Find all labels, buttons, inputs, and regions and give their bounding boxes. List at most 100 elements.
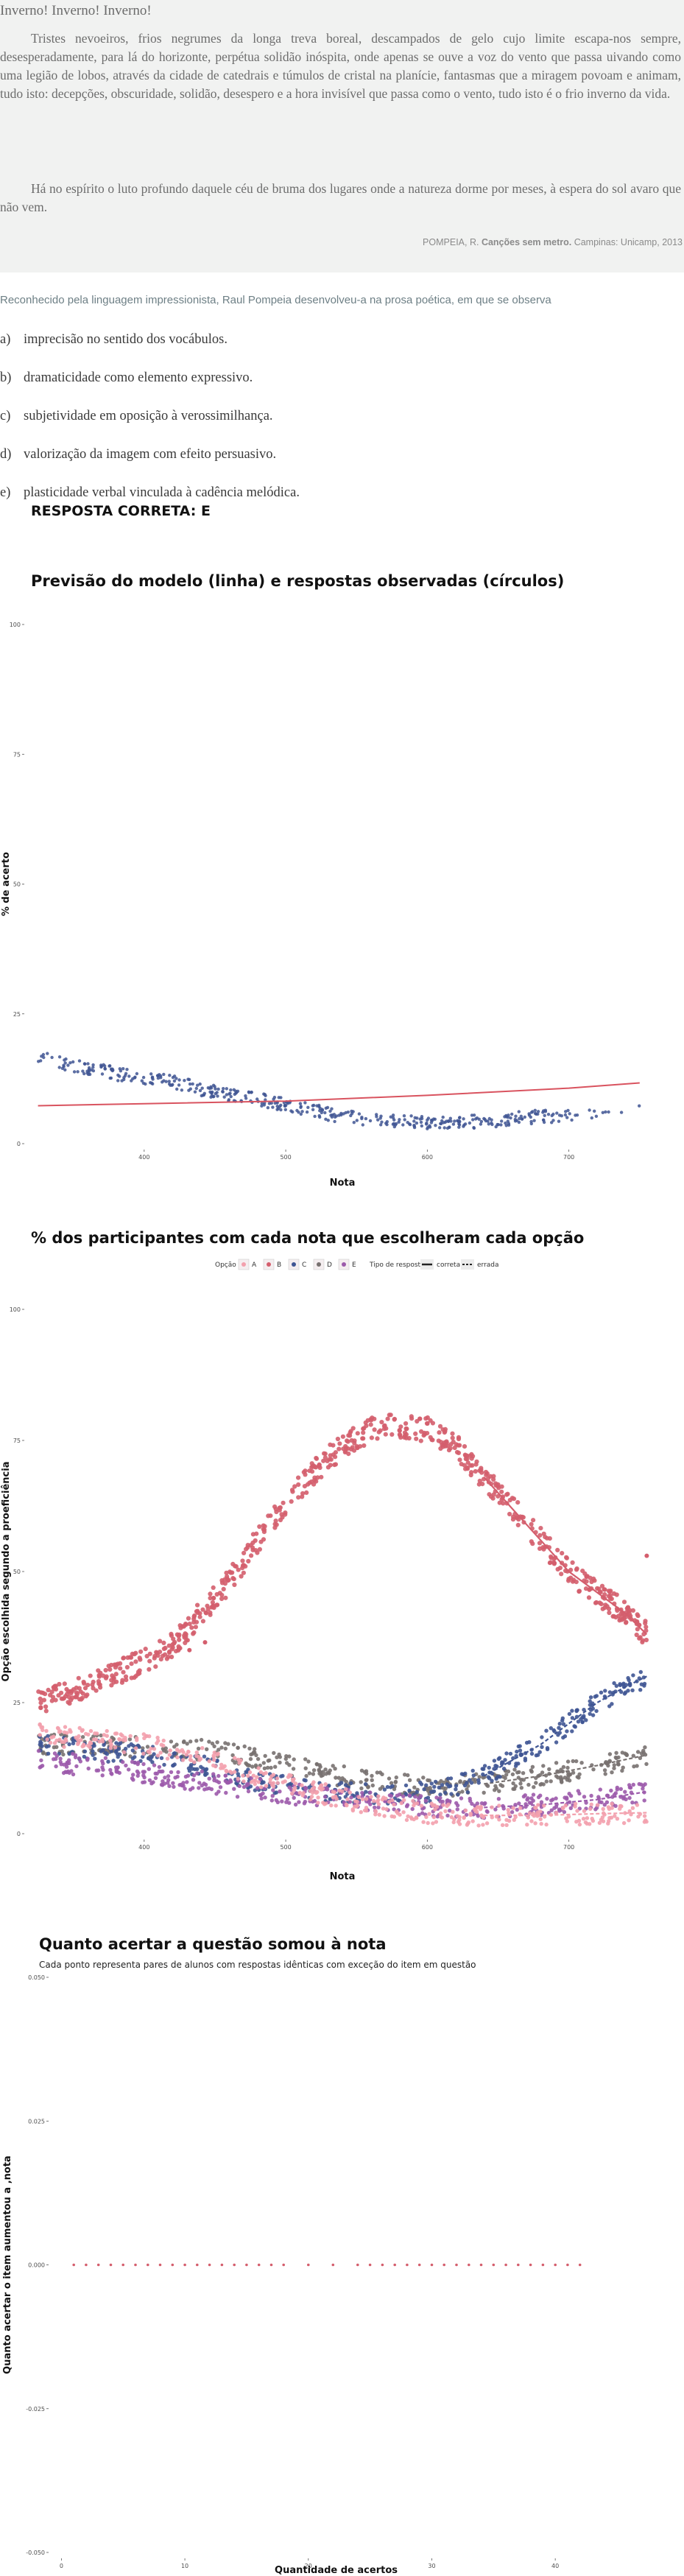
option-d-point bbox=[577, 1772, 582, 1776]
option-a-point bbox=[256, 1780, 261, 1784]
option-a-point bbox=[384, 1796, 388, 1801]
option-a-point bbox=[449, 1815, 454, 1820]
option-e-point bbox=[59, 1762, 64, 1767]
option-a-point bbox=[372, 1799, 376, 1803]
option-e-point bbox=[71, 1772, 76, 1777]
x-tick-label: 40 bbox=[551, 2563, 559, 2569]
option-a-point bbox=[601, 1806, 605, 1812]
option-c-point bbox=[492, 1759, 497, 1763]
option-c-point bbox=[607, 1704, 612, 1708]
observed-point bbox=[222, 1087, 225, 1091]
option-a-point bbox=[207, 1759, 211, 1764]
option-d-point bbox=[403, 1773, 407, 1777]
legend-label-e: E bbox=[352, 1261, 356, 1269]
option-a-point bbox=[589, 1802, 593, 1806]
option-b-point bbox=[486, 1476, 491, 1481]
option-a-point bbox=[353, 1799, 358, 1803]
option-a-point bbox=[229, 1770, 234, 1775]
option-d-point bbox=[285, 1761, 289, 1765]
option-c-point bbox=[498, 1775, 502, 1779]
option-c-point bbox=[631, 1673, 635, 1678]
option-b-point bbox=[82, 1686, 88, 1691]
option-e-point bbox=[131, 1773, 135, 1777]
option-a-point bbox=[188, 1754, 193, 1759]
observed-point bbox=[324, 1117, 328, 1122]
option-e-point bbox=[141, 1773, 146, 1778]
option-d-point bbox=[602, 1768, 607, 1773]
option-d-point bbox=[526, 1782, 531, 1787]
option-e-point bbox=[551, 1797, 555, 1802]
observed-point bbox=[247, 1091, 251, 1094]
option-c-point bbox=[599, 1690, 604, 1695]
gain-point bbox=[147, 2263, 149, 2267]
option-e-point bbox=[114, 1770, 119, 1774]
observed-point bbox=[124, 1071, 128, 1076]
option-d-point bbox=[266, 1759, 270, 1763]
gain-point bbox=[368, 2263, 372, 2267]
option-c-point bbox=[127, 1744, 131, 1748]
passage-source: POMPEIA, R. Canções sem metro. Campinas:… bbox=[423, 237, 683, 247]
option-d-point bbox=[226, 1742, 230, 1746]
observed-point bbox=[244, 1097, 248, 1100]
option-a-point bbox=[264, 1784, 269, 1788]
observed-point bbox=[125, 1068, 129, 1071]
option-c-point bbox=[515, 1749, 519, 1754]
option-c-point bbox=[588, 1699, 592, 1703]
option-e-point bbox=[609, 1788, 613, 1793]
option-e-point bbox=[285, 1797, 290, 1801]
option-a-point bbox=[345, 1797, 350, 1801]
option-text: subjetividade em oposição à verossimilha… bbox=[24, 409, 273, 423]
option-e-point bbox=[218, 1785, 223, 1790]
observed-point bbox=[403, 1118, 406, 1122]
option-a-point bbox=[259, 1785, 264, 1790]
option-d-point bbox=[291, 1767, 296, 1771]
option-c-point bbox=[82, 1754, 87, 1759]
option-c-point bbox=[618, 1682, 622, 1686]
gain-point bbox=[468, 2263, 470, 2267]
option-c-point bbox=[415, 1790, 419, 1795]
option-d-point bbox=[616, 1755, 621, 1760]
y-tick-label: 100 bbox=[10, 1306, 21, 1313]
observed-point bbox=[225, 1093, 228, 1097]
legend-dot-a bbox=[241, 1262, 246, 1267]
option-a-point bbox=[539, 1821, 543, 1826]
option-d-point bbox=[574, 1759, 579, 1764]
option-e-point bbox=[130, 1759, 135, 1764]
option-a-point bbox=[334, 1797, 339, 1801]
option-e-point bbox=[567, 1792, 571, 1796]
observed-point bbox=[209, 1085, 213, 1089]
observed-point bbox=[320, 1108, 324, 1111]
option-a-point bbox=[575, 1809, 579, 1813]
option-d-point bbox=[632, 1764, 636, 1769]
option-a-point bbox=[525, 1823, 529, 1827]
x-tick-label: 700 bbox=[563, 1154, 574, 1161]
option-b-point bbox=[97, 1682, 102, 1687]
option-d-point bbox=[607, 1752, 613, 1756]
option-c-point bbox=[159, 1756, 164, 1760]
x-tick-label: 500 bbox=[280, 1844, 291, 1851]
option-c-point bbox=[431, 1789, 437, 1794]
x-tick-label: 600 bbox=[422, 1154, 433, 1161]
option-e-point bbox=[245, 1782, 250, 1787]
option-a-point bbox=[219, 1762, 224, 1767]
option-e-point bbox=[171, 1781, 175, 1785]
gain-point bbox=[171, 2263, 174, 2267]
option-c-point bbox=[557, 1725, 561, 1730]
option-a-point bbox=[434, 1820, 439, 1824]
option-c-point bbox=[580, 1715, 585, 1720]
option-a-point bbox=[618, 1803, 622, 1809]
observed-point bbox=[150, 1076, 155, 1080]
option-a-point bbox=[511, 1806, 515, 1810]
option-e-point bbox=[141, 1762, 146, 1767]
option-e-point bbox=[554, 1796, 558, 1801]
option-c-point bbox=[429, 1781, 434, 1786]
option-c-point bbox=[403, 1792, 409, 1797]
option-b-point bbox=[239, 1574, 244, 1579]
observed-point bbox=[82, 1062, 87, 1066]
option-c-point bbox=[363, 1782, 368, 1787]
observed-point bbox=[305, 1110, 309, 1114]
option-c-point bbox=[570, 1729, 574, 1734]
option-a-point bbox=[399, 1801, 403, 1806]
option-a-point bbox=[58, 1729, 63, 1734]
option-e-point bbox=[438, 1795, 443, 1801]
